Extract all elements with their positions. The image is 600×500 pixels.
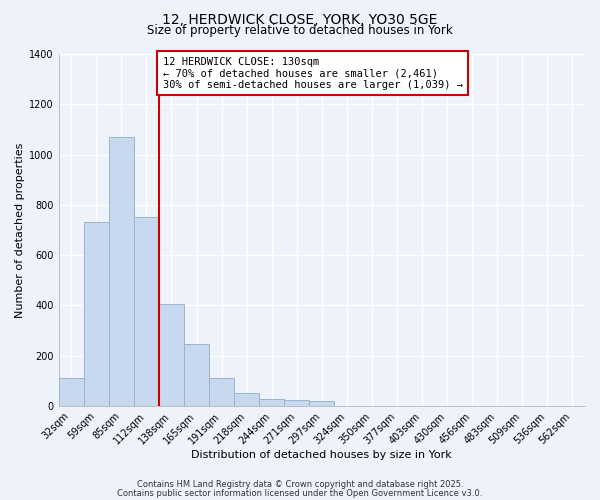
Bar: [184, 344, 209, 406]
Bar: [284, 400, 309, 406]
Bar: [209, 378, 234, 406]
Text: Contains HM Land Registry data © Crown copyright and database right 2025.: Contains HM Land Registry data © Crown c…: [137, 480, 463, 489]
Bar: [134, 218, 159, 406]
Y-axis label: Number of detached properties: Number of detached properties: [15, 142, 25, 318]
X-axis label: Distribution of detached houses by size in York: Distribution of detached houses by size …: [191, 450, 452, 460]
Text: 12, HERDWICK CLOSE, YORK, YO30 5GE: 12, HERDWICK CLOSE, YORK, YO30 5GE: [163, 12, 437, 26]
Bar: [234, 394, 259, 406]
Bar: [159, 304, 184, 406]
Text: 12 HERDWICK CLOSE: 130sqm
← 70% of detached houses are smaller (2,461)
30% of se: 12 HERDWICK CLOSE: 130sqm ← 70% of detac…: [163, 56, 463, 90]
Text: Contains public sector information licensed under the Open Government Licence v3: Contains public sector information licen…: [118, 488, 482, 498]
Bar: [109, 137, 134, 406]
Bar: [309, 401, 334, 406]
Text: Size of property relative to detached houses in York: Size of property relative to detached ho…: [147, 24, 453, 37]
Bar: [259, 399, 284, 406]
Bar: [59, 378, 84, 406]
Bar: [84, 222, 109, 406]
